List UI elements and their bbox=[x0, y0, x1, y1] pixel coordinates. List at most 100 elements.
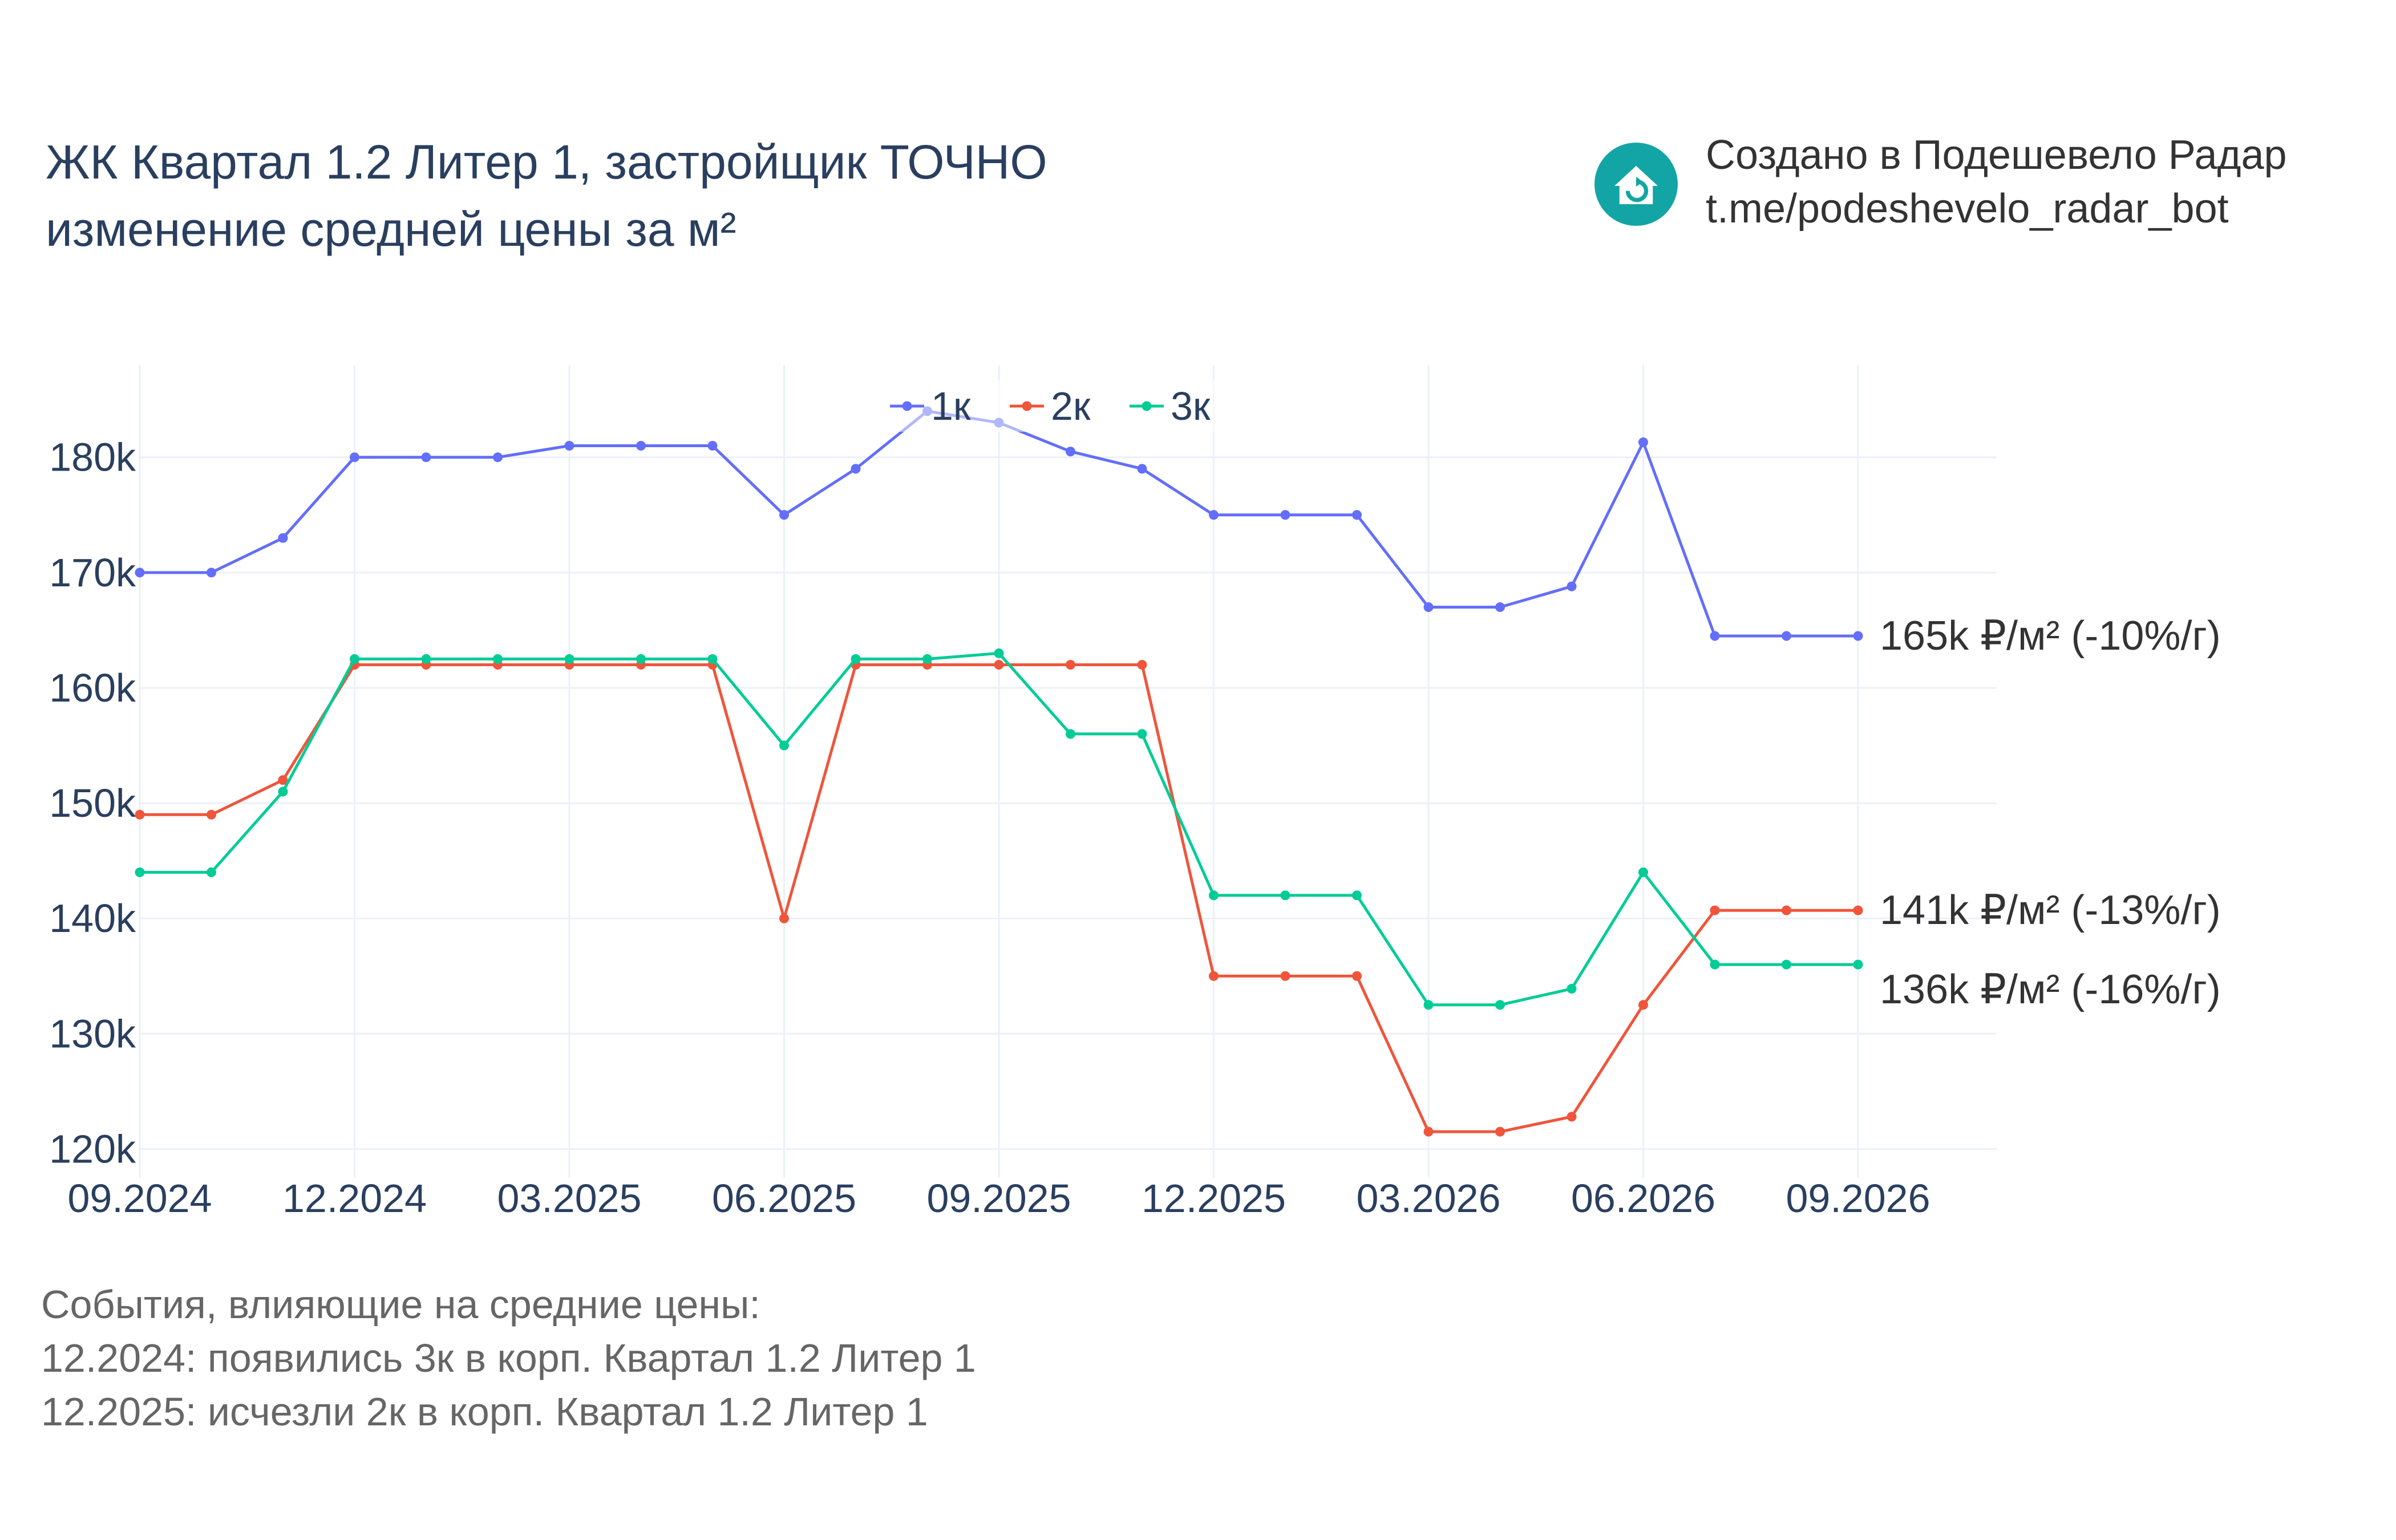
y-tick-label: 140k bbox=[49, 896, 136, 941]
data-point bbox=[493, 654, 503, 664]
x-tick-label: 06.2025 bbox=[712, 1176, 856, 1221]
data-point bbox=[1853, 905, 1863, 915]
x-tick-label: 12.2025 bbox=[1142, 1176, 1286, 1221]
data-point bbox=[1423, 602, 1434, 612]
y-tick-label: 170k bbox=[49, 550, 136, 595]
data-point bbox=[779, 740, 789, 751]
x-tick-label: 12.2024 bbox=[282, 1176, 427, 1221]
data-point bbox=[851, 464, 861, 474]
data-point bbox=[1567, 581, 1577, 591]
house-refresh-icon bbox=[1594, 143, 1678, 226]
data-point bbox=[1782, 959, 1791, 970]
data-point bbox=[1209, 510, 1219, 520]
data-point bbox=[707, 440, 718, 451]
data-point bbox=[135, 568, 145, 578]
legend-item-1[interactable]: 1к bbox=[890, 384, 971, 428]
data-point bbox=[278, 787, 288, 797]
end-labels: 165k ₽/м² (-10%/г) 141k ₽/м² (-13%/г) 136k… bbox=[1880, 613, 2221, 1012]
data-point bbox=[1710, 959, 1720, 970]
legend-label: 2к bbox=[1051, 384, 1091, 428]
data-point bbox=[135, 809, 145, 820]
legend-marker bbox=[1022, 401, 1032, 411]
data-point bbox=[350, 654, 359, 664]
events-heading: События, влияющие на средние цены: bbox=[41, 1282, 760, 1327]
data-point bbox=[1567, 984, 1577, 994]
x-tick-label: 06.2026 bbox=[1571, 1176, 1715, 1221]
data-point bbox=[278, 533, 288, 543]
data-point bbox=[1137, 464, 1147, 474]
legend-background bbox=[884, 380, 1249, 432]
y-axis-ticks: 120k 130k 140k 150k 160k 170k 180k bbox=[49, 435, 136, 1172]
data-point bbox=[994, 648, 1004, 658]
credit-link[interactable]: t.me/podeshevelo_radar_bot bbox=[1706, 186, 2229, 232]
data-point bbox=[1209, 971, 1219, 981]
y-tick-label: 130k bbox=[49, 1011, 136, 1056]
data-point bbox=[207, 809, 216, 820]
data-point bbox=[1066, 447, 1075, 457]
data-point bbox=[207, 568, 216, 578]
data-point bbox=[1066, 729, 1075, 739]
title-line-1: ЖК Квартал 1.2 Литер 1, застройщик ТОЧНО bbox=[46, 135, 1047, 189]
legend-label: 3к bbox=[1171, 384, 1211, 428]
chart-title: ЖК Квартал 1.2 Литер 1, застройщик ТОЧНО… bbox=[46, 128, 1047, 263]
data-point bbox=[1280, 890, 1290, 901]
data-point bbox=[1352, 971, 1362, 981]
data-point bbox=[1352, 890, 1362, 901]
data-point bbox=[1638, 437, 1648, 447]
legend-item-3[interactable]: 3к bbox=[1130, 384, 1211, 428]
credit-line-1: Создано в Подешевело Радар bbox=[1706, 132, 2287, 178]
legend-item-2[interactable]: 2к bbox=[1010, 384, 1091, 428]
data-point bbox=[350, 452, 359, 463]
data-point bbox=[1137, 660, 1147, 670]
legend-label: 1к bbox=[931, 384, 971, 428]
data-point bbox=[1066, 660, 1075, 670]
data-point bbox=[1209, 890, 1219, 901]
data-point bbox=[1710, 905, 1720, 915]
data-point bbox=[636, 654, 646, 664]
data-point bbox=[779, 510, 789, 520]
x-tick-label: 09.2025 bbox=[926, 1176, 1071, 1221]
end-label: 136k ₽/м² (-16%/г) bbox=[1880, 967, 2221, 1012]
data-point bbox=[421, 452, 431, 463]
data-point bbox=[1782, 631, 1791, 641]
events-note: События, влияющие на средние цены: 12.20… bbox=[41, 1278, 976, 1438]
legend: 1к 2к 3к bbox=[884, 380, 1249, 432]
event-item-1: 12.2024: появились 3к в корп. Квартал 1.… bbox=[41, 1336, 976, 1380]
title-line-2: изменение средней цены за м² bbox=[46, 202, 736, 256]
data-point bbox=[1853, 959, 1863, 970]
y-tick-label: 180k bbox=[49, 435, 136, 480]
data-point bbox=[278, 775, 288, 785]
data-point bbox=[779, 913, 789, 923]
data-point bbox=[636, 440, 646, 451]
data-point bbox=[1853, 631, 1863, 641]
x-tick-label: 09.2026 bbox=[1786, 1176, 1930, 1221]
data-point bbox=[493, 452, 503, 463]
credit-block: Создано в Подешевело Радар t.me/podeshev… bbox=[1706, 128, 2287, 236]
x-tick-label: 03.2026 bbox=[1356, 1176, 1500, 1221]
data-point bbox=[707, 654, 718, 664]
data-point bbox=[1423, 1126, 1434, 1137]
data-point bbox=[1710, 631, 1720, 641]
data-point bbox=[1423, 1000, 1434, 1010]
data-point bbox=[1495, 602, 1505, 612]
data-point bbox=[1495, 1000, 1505, 1010]
data-point bbox=[1782, 905, 1791, 915]
data-point bbox=[564, 440, 574, 451]
data-point bbox=[922, 654, 932, 664]
legend-marker bbox=[902, 401, 912, 411]
data-point bbox=[1280, 971, 1290, 981]
x-tick-label: 09.2024 bbox=[67, 1176, 212, 1221]
legend-marker bbox=[1142, 401, 1152, 411]
y-tick-label: 120k bbox=[49, 1126, 136, 1171]
data-point bbox=[135, 867, 145, 877]
data-point bbox=[851, 654, 861, 664]
data-point bbox=[994, 660, 1004, 670]
data-point bbox=[1137, 729, 1147, 739]
data-point bbox=[1280, 510, 1290, 520]
end-label: 141k ₽/м² (-13%/г) bbox=[1880, 887, 2221, 933]
y-tick-label: 150k bbox=[49, 781, 136, 825]
event-item-2: 12.2025: исчезли 2к в корп. Квартал 1.2 … bbox=[41, 1389, 928, 1434]
data-point bbox=[421, 654, 431, 664]
x-axis-ticks: 09.2024 12.2024 03.2025 06.2025 09.2025 12.20… bbox=[67, 1176, 1930, 1221]
